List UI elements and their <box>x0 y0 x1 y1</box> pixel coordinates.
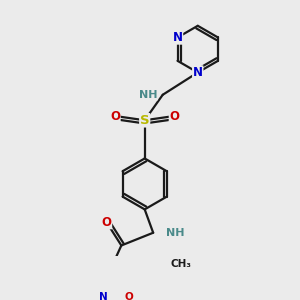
Text: O: O <box>125 292 134 300</box>
Text: NH: NH <box>139 90 158 100</box>
Text: O: O <box>101 216 112 229</box>
Text: N: N <box>99 292 107 300</box>
Text: S: S <box>140 114 149 127</box>
Text: O: O <box>110 110 120 122</box>
Text: CH₃: CH₃ <box>170 259 191 269</box>
Text: NH: NH <box>166 228 184 238</box>
Text: N: N <box>193 66 203 79</box>
Text: N: N <box>172 31 182 44</box>
Text: O: O <box>169 110 179 122</box>
